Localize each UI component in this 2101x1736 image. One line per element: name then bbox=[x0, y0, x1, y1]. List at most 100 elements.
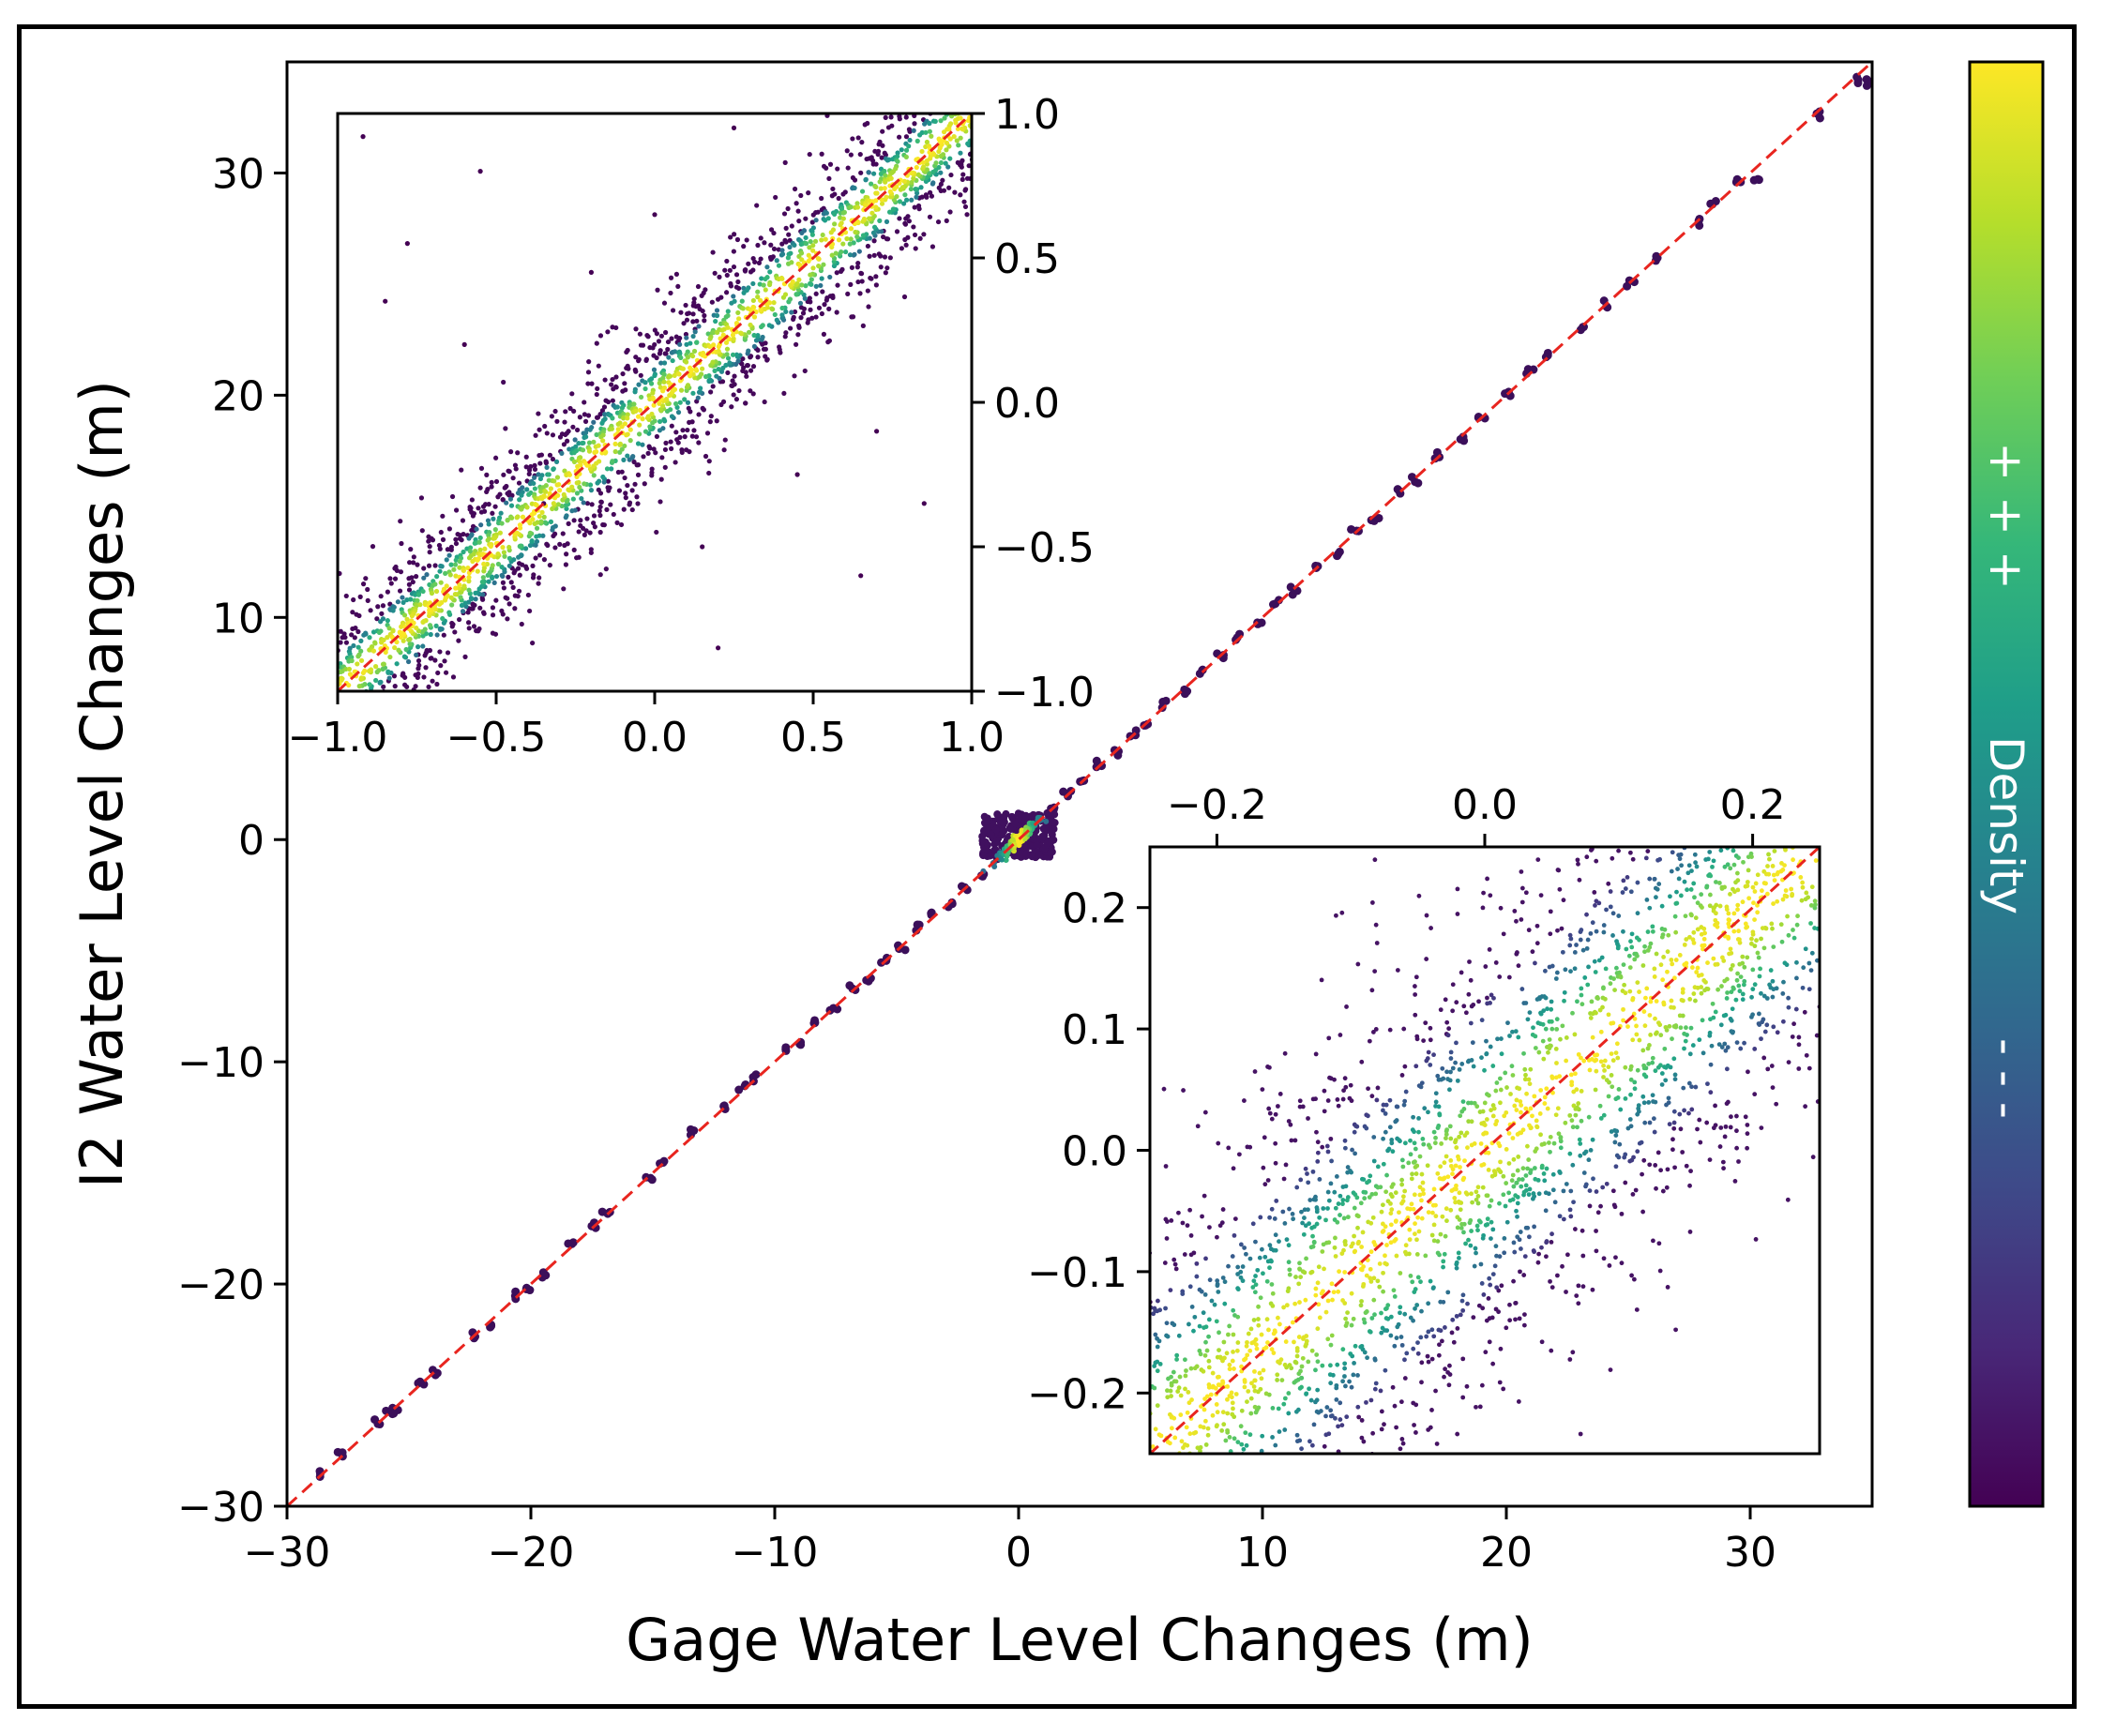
data-point bbox=[537, 476, 543, 482]
data-point bbox=[578, 462, 583, 468]
data-point bbox=[1526, 1234, 1532, 1240]
data-point bbox=[637, 331, 643, 337]
data-point bbox=[1132, 1300, 1137, 1305]
data-point bbox=[1456, 434, 1465, 444]
data-point bbox=[542, 489, 549, 494]
data-point bbox=[1507, 1034, 1512, 1038]
data-point bbox=[948, 101, 953, 106]
data-point bbox=[658, 360, 664, 366]
data-point bbox=[990, 130, 994, 135]
data-point bbox=[813, 283, 819, 289]
data-point bbox=[1342, 1076, 1348, 1081]
data-point bbox=[1794, 959, 1799, 965]
data-point bbox=[1700, 773, 1704, 777]
data-point bbox=[1202, 1292, 1208, 1297]
data-point bbox=[1594, 808, 1598, 812]
data-point bbox=[577, 415, 582, 420]
data-point bbox=[625, 453, 630, 459]
data-point bbox=[978, 156, 983, 160]
data-point bbox=[1740, 774, 1745, 778]
data-point bbox=[1481, 890, 1486, 896]
data-point bbox=[1673, 1327, 1678, 1333]
data-point bbox=[1202, 1193, 1207, 1199]
cluster-point bbox=[1006, 824, 1015, 833]
data-point bbox=[1484, 1038, 1489, 1044]
data-point bbox=[707, 419, 713, 425]
data-point bbox=[355, 644, 361, 650]
data-point bbox=[903, 197, 910, 203]
data-point bbox=[1352, 1360, 1356, 1366]
data-point bbox=[848, 226, 854, 232]
data-point bbox=[1216, 1569, 1220, 1574]
main-x-axis-title: Gage Water Level Changes (m) bbox=[626, 1606, 1534, 1674]
data-point bbox=[1704, 1120, 1710, 1125]
data-point bbox=[1671, 1120, 1677, 1125]
data-point bbox=[686, 310, 692, 316]
data-point bbox=[649, 466, 655, 472]
data-point bbox=[600, 521, 606, 528]
data-point bbox=[1532, 1224, 1537, 1230]
data-point bbox=[385, 618, 390, 624]
data-point bbox=[714, 418, 719, 424]
data-point bbox=[1418, 1084, 1424, 1090]
data-point bbox=[554, 475, 561, 480]
data-point bbox=[605, 399, 612, 405]
data-point bbox=[440, 536, 446, 542]
data-point bbox=[365, 586, 370, 593]
data-point bbox=[824, 165, 829, 171]
data-point bbox=[1662, 1064, 1667, 1069]
data-point bbox=[434, 574, 440, 580]
data-point bbox=[1155, 1359, 1160, 1365]
data-point bbox=[1161, 1086, 1167, 1092]
data-point bbox=[405, 658, 412, 665]
data-point bbox=[1882, 1023, 1886, 1028]
data-point bbox=[544, 541, 550, 547]
data-point bbox=[1693, 1084, 1699, 1090]
data-point bbox=[1398, 1399, 1404, 1405]
outlier-point bbox=[652, 212, 658, 218]
data-point bbox=[1215, 1283, 1220, 1289]
data-point bbox=[1659, 1071, 1665, 1076]
data-point bbox=[1687, 749, 1692, 754]
data-point bbox=[406, 581, 413, 587]
data-point bbox=[1359, 1435, 1365, 1441]
data-point bbox=[1156, 1338, 1162, 1344]
data-point bbox=[826, 306, 832, 311]
data-point bbox=[1650, 841, 1655, 846]
data-point bbox=[788, 250, 794, 256]
data-point bbox=[792, 242, 797, 248]
data-point bbox=[1053, 1344, 1058, 1349]
data-point bbox=[586, 359, 592, 365]
data-point bbox=[1769, 1064, 1775, 1068]
data-point bbox=[587, 482, 594, 488]
data-point bbox=[908, 186, 914, 192]
data-point bbox=[731, 294, 736, 299]
data-point bbox=[1507, 1318, 1513, 1323]
data-point bbox=[1194, 1529, 1199, 1533]
data-point bbox=[798, 305, 805, 310]
data-point bbox=[931, 66, 936, 70]
data-point bbox=[938, 97, 943, 101]
data-point bbox=[1347, 1379, 1352, 1384]
data-point bbox=[958, 192, 963, 198]
data-point bbox=[474, 627, 479, 634]
data-point bbox=[1372, 1386, 1378, 1392]
data-point bbox=[621, 457, 627, 462]
data-point bbox=[1467, 959, 1472, 964]
data-point bbox=[888, 175, 894, 181]
data-point bbox=[735, 309, 741, 316]
data-point bbox=[1670, 850, 1675, 855]
data-point bbox=[787, 244, 793, 250]
data-point bbox=[1054, 1428, 1059, 1433]
data-point bbox=[466, 579, 472, 584]
data-point bbox=[547, 562, 552, 568]
data-point bbox=[677, 341, 683, 347]
data-point bbox=[408, 547, 414, 552]
data-point bbox=[627, 438, 633, 444]
data-point bbox=[460, 609, 466, 614]
data-point bbox=[478, 465, 485, 471]
data-point bbox=[924, 158, 930, 163]
data-point bbox=[899, 246, 904, 251]
data-point bbox=[1674, 711, 1679, 716]
data-point bbox=[1656, 882, 1662, 886]
